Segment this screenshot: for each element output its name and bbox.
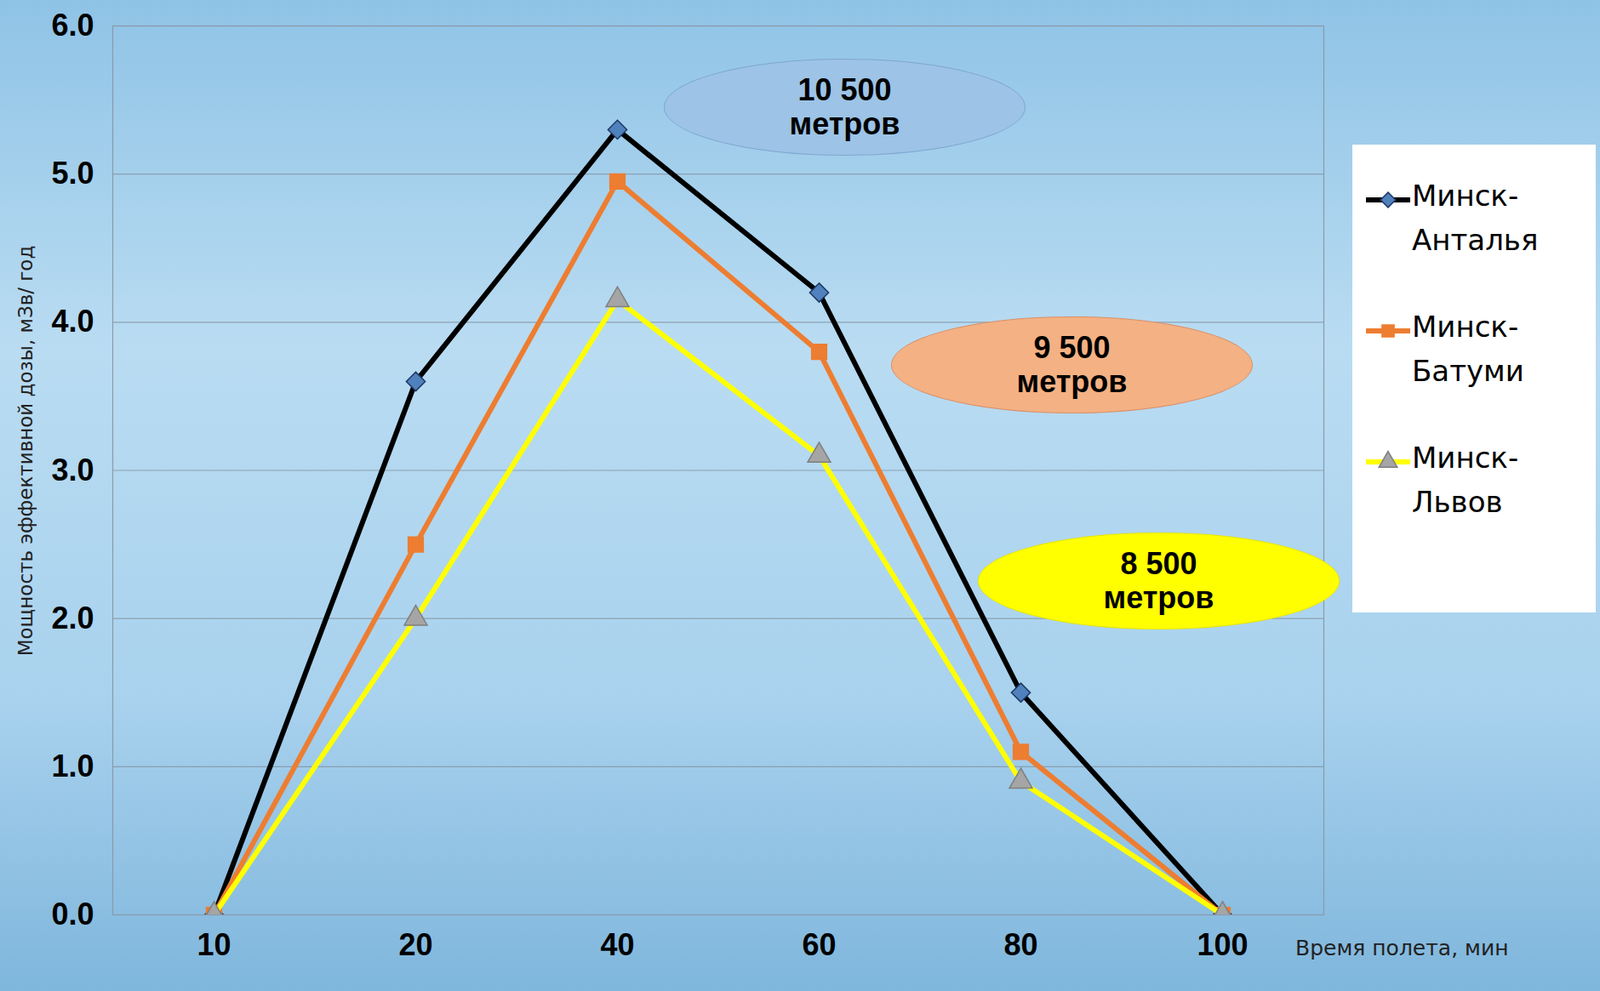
html-text:метров: метров — [1016, 364, 1128, 400]
html-text:Минск-: Минск- — [1411, 309, 1519, 344]
html-text:Время полета, мин: Время полета, мин — [1295, 936, 1509, 961]
html-text:9 500: 9 500 — [1033, 330, 1111, 366]
svg-text:4.0: 4.0 — [51, 303, 94, 339]
svg-text:2.0: 2.0 — [51, 600, 94, 636]
svg-text:60: 60 — [801, 927, 836, 963]
svg-text:80: 80 — [1003, 927, 1038, 963]
svg-text:6.0: 6.0 — [51, 7, 94, 43]
html-text:метров: метров — [789, 106, 900, 142]
html-text:метров: метров — [1103, 580, 1215, 616]
html-text:Мощность эффективной дозы, мЗв: Мощность эффективной дозы, мЗв/ год — [14, 245, 37, 657]
svg-text:0.0: 0.0 — [51, 897, 94, 932]
html-text:Минск-: Минск- — [1411, 440, 1519, 475]
svg-text:5.0: 5.0 — [51, 155, 94, 191]
svg-text:1.0: 1.0 — [51, 748, 94, 784]
svg-text:100: 100 — [1196, 927, 1248, 963]
svg-text:10: 10 — [196, 927, 231, 963]
html-text:Минск-: Минск- — [1411, 178, 1519, 213]
html-text:Батуми: Батуми — [1411, 354, 1525, 389]
svg-text:3.0: 3.0 — [51, 452, 94, 488]
html-text:Анталья: Анталья — [1411, 222, 1539, 258]
html-text:Львов: Львов — [1411, 485, 1503, 520]
html-text:10 500: 10 500 — [797, 72, 892, 108]
html-text:8 500: 8 500 — [1120, 546, 1198, 582]
svg-text:40: 40 — [600, 927, 635, 963]
svg-text:20: 20 — [398, 927, 433, 963]
